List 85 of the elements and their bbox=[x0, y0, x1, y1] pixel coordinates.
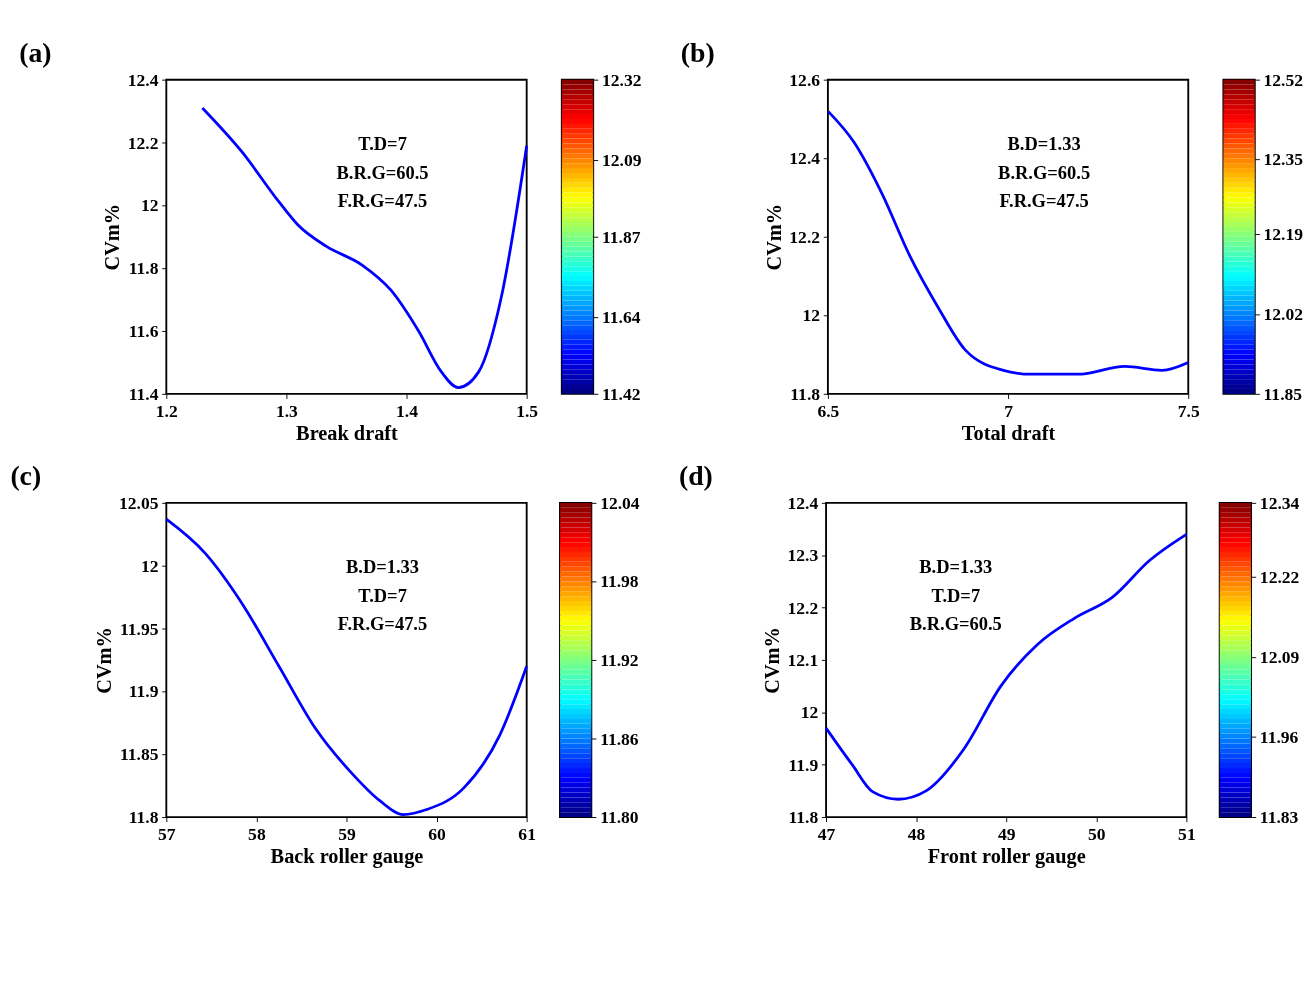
color-bar-label: 12.02 bbox=[1263, 304, 1304, 325]
color-bar-label: 11.86 bbox=[600, 728, 639, 749]
color-bar-label: 11.98 bbox=[600, 571, 639, 592]
x-tick-label: 60 bbox=[428, 823, 447, 844]
x-tick-label: 61 bbox=[518, 823, 536, 844]
chart-title: (c) bbox=[10, 460, 42, 492]
x-tick-label: 48 bbox=[907, 823, 926, 844]
chart-title: (a) bbox=[19, 37, 52, 69]
y-tick-label: 12.2 bbox=[127, 132, 159, 153]
y-tick-label: 12.3 bbox=[787, 545, 819, 566]
line-series bbox=[824, 532, 1188, 801]
y-tick-label: 11.9 bbox=[788, 754, 819, 775]
x-tick-label: 59 bbox=[338, 823, 356, 844]
y-axis-title: CVm% bbox=[761, 627, 784, 694]
color-bar-label: 12.19 bbox=[1263, 224, 1304, 245]
annotation: F.R.G=47.5 bbox=[999, 191, 1089, 212]
y-tick-label: 12.4 bbox=[787, 492, 819, 513]
color-bar-label: 12.09 bbox=[601, 150, 642, 170]
annotation: F.R.G=47.5 bbox=[337, 614, 428, 635]
y-tick-label: 11.95 bbox=[119, 618, 159, 639]
chart-title: (b) bbox=[680, 37, 715, 69]
x-axis-title: Front roller gauge bbox=[927, 844, 1086, 868]
annotation: B.D=1.33 bbox=[919, 557, 993, 578]
y-tick-label: 12.4 bbox=[789, 148, 821, 169]
x-tick-label: 57 bbox=[158, 823, 176, 844]
x-tick-label: 1.4 bbox=[396, 400, 419, 421]
color-bar-label: 11.96 bbox=[1259, 726, 1299, 747]
y-tick-label: 12.05 bbox=[118, 492, 159, 513]
x-tick-label: 1.3 bbox=[275, 400, 299, 421]
y-tick-label: 11.8 bbox=[128, 807, 159, 828]
annotation: B.R.G=60.5 bbox=[909, 614, 1002, 635]
line-series bbox=[200, 106, 529, 389]
color-bar-label: 11.42 bbox=[601, 383, 641, 404]
y-tick-label: 12.4 bbox=[127, 69, 159, 90]
y-tick-label: 12 bbox=[802, 305, 821, 326]
color-bar-label: 11.64 bbox=[601, 307, 641, 328]
color-bar-label: 12.04 bbox=[600, 492, 640, 513]
annotation: T.D=7 bbox=[358, 133, 407, 154]
annotation: F.R.G=47.5 bbox=[337, 191, 428, 212]
chart-title: (d) bbox=[678, 460, 713, 492]
y-tick-label: 12.1 bbox=[787, 649, 819, 670]
color-bar-label: 11.80 bbox=[600, 807, 639, 828]
color-bar-label: 12.09 bbox=[1259, 646, 1300, 667]
color-bar-label: 11.87 bbox=[601, 226, 641, 247]
y-axis-title: CVm% bbox=[92, 627, 115, 694]
y-tick-label: 12.6 bbox=[789, 69, 821, 90]
y-tick-label: 11.8 bbox=[128, 258, 159, 279]
color-bar-label: 11.83 bbox=[1259, 807, 1299, 828]
x-axis-title: Total draft bbox=[961, 421, 1056, 444]
annotation: B.R.G=60.5 bbox=[336, 162, 429, 183]
x-tick-label: 7.5 bbox=[1177, 400, 1200, 421]
color-bar-label: 12.35 bbox=[1263, 149, 1304, 170]
annotation: B.R.G=60.5 bbox=[998, 162, 1091, 183]
y-tick-label: 12 bbox=[140, 555, 159, 576]
y-tick-label: 11.9 bbox=[128, 681, 159, 702]
y-axis-title: CVm% bbox=[763, 203, 786, 271]
color-bar-label: 11.92 bbox=[600, 649, 639, 670]
line-series bbox=[826, 109, 1190, 376]
x-axis-title: Break draft bbox=[296, 421, 399, 444]
y-tick-label: 11.85 bbox=[119, 744, 159, 765]
color-bar-label: 12.34 bbox=[1259, 492, 1300, 513]
y-tick-label: 12.2 bbox=[789, 226, 821, 247]
y-tick-label: 12 bbox=[140, 195, 159, 216]
annotation: B.D=1.33 bbox=[1007, 133, 1081, 154]
annotation: T.D=7 bbox=[358, 585, 407, 606]
color-bar-label: 11.85 bbox=[1263, 383, 1303, 404]
color-bar-label: 12.52 bbox=[1263, 69, 1304, 90]
x-tick-label: 51 bbox=[1178, 823, 1196, 844]
y-tick-label: 11.6 bbox=[128, 321, 159, 342]
annotation: T.D=7 bbox=[931, 585, 981, 606]
color-bar-label: 12.32 bbox=[601, 69, 642, 90]
x-tick-label: 1.5 bbox=[516, 400, 539, 421]
color-bar-label: 12.22 bbox=[1259, 566, 1300, 587]
y-tick-label: 12 bbox=[800, 702, 819, 723]
line-series bbox=[164, 517, 529, 816]
y-tick-label: 12.2 bbox=[787, 597, 819, 618]
x-tick-label: 50 bbox=[1088, 823, 1106, 844]
annotation: B.D=1.33 bbox=[345, 557, 420, 578]
x-tick-label: 49 bbox=[997, 823, 1016, 844]
x-tick-label: 58 bbox=[248, 823, 266, 844]
x-tick-label: 7 bbox=[1004, 400, 1014, 421]
x-tick-label: 47 bbox=[817, 823, 836, 844]
y-axis-title: CVm% bbox=[101, 203, 124, 271]
y-tick-label: 11.8 bbox=[788, 807, 819, 828]
x-axis-title: Back roller gauge bbox=[270, 844, 424, 868]
